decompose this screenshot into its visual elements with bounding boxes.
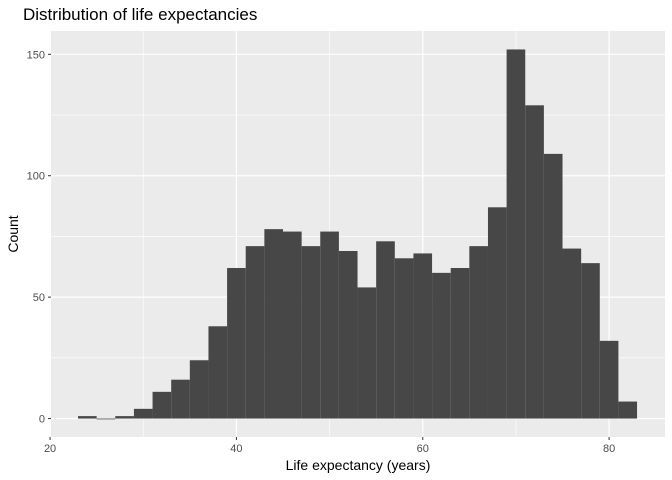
- y-tick-label: 0: [39, 414, 45, 426]
- histogram-bar: [376, 241, 395, 419]
- histogram-bar: [618, 401, 638, 419]
- histogram-bar: [208, 326, 228, 419]
- chart-title: Distribution of life expectancies: [23, 5, 257, 24]
- histogram-bar: [301, 246, 321, 419]
- y-tick-label: 150: [27, 49, 45, 61]
- histogram-bar: [320, 231, 339, 419]
- y-tick-label: 100: [27, 171, 45, 183]
- histogram-bar: [152, 391, 172, 419]
- histogram-bar: [171, 379, 190, 419]
- histogram-bar: [543, 153, 563, 419]
- histogram-bar: [189, 360, 209, 419]
- x-tick-label: 40: [230, 443, 242, 455]
- x-tick-label: 60: [417, 443, 429, 455]
- x-axis-ticks: 20 40 60 80: [44, 437, 615, 455]
- histogram-bar: [357, 287, 377, 419]
- histogram-bar: [450, 267, 470, 419]
- histogram-bar: [78, 416, 97, 419]
- histogram-bar: [469, 246, 488, 419]
- x-tick-label: 80: [603, 443, 615, 455]
- y-axis-ticks: 0 50 100 150: [27, 49, 51, 426]
- histogram-bar: [413, 253, 433, 419]
- x-tick-label: 20: [44, 443, 56, 455]
- x-axis-title: Life expectancy (years): [286, 457, 431, 473]
- histogram-bar: [133, 408, 153, 419]
- histogram-bar: [227, 267, 246, 419]
- histogram-bar: [264, 229, 283, 419]
- histogram-bar: [115, 416, 134, 419]
- histogram-bar: [562, 248, 582, 419]
- y-tick-label: 50: [33, 292, 45, 304]
- histogram-bars: [78, 49, 638, 420]
- histogram-bar: [338, 250, 358, 419]
- histogram-bar: [245, 246, 265, 419]
- histogram-bar: [506, 49, 526, 419]
- y-axis-title: Count: [5, 215, 21, 252]
- histogram-bar: [581, 263, 600, 419]
- histogram-bar: [432, 272, 451, 419]
- histogram-bar: [525, 105, 544, 419]
- histogram-bar: [282, 231, 302, 419]
- histogram-bar: [394, 258, 414, 419]
- histogram-bar: [487, 207, 507, 419]
- histogram-bar: [96, 418, 116, 420]
- histogram-bar: [599, 340, 619, 419]
